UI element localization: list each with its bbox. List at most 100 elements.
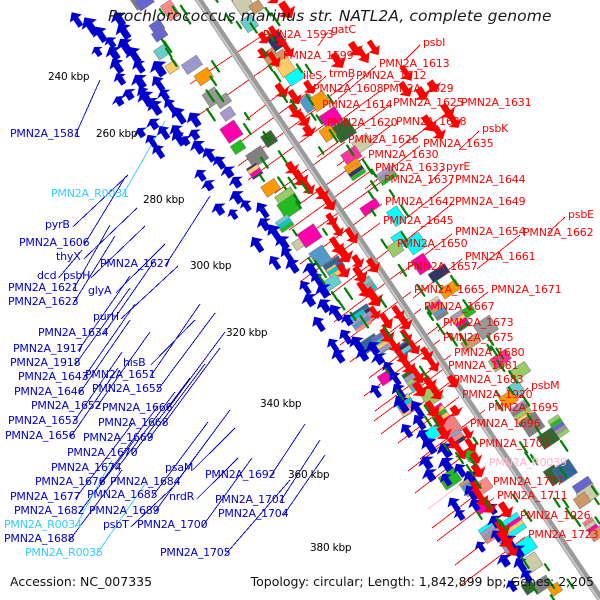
gene-label[interactable]: PMN2A_1665 bbox=[414, 283, 485, 296]
gene-label[interactable]: PMN2A_1653 bbox=[8, 414, 79, 427]
gene-label[interactable]: pyrB bbox=[45, 218, 70, 231]
gene-label[interactable]: PMN2A_1696 bbox=[470, 417, 541, 430]
gene-label[interactable]: PMN2A_1599 bbox=[283, 49, 354, 62]
gene-label[interactable]: hisB bbox=[123, 356, 146, 369]
gene-label[interactable]: PMN2A_1684 bbox=[110, 475, 181, 488]
gene-label[interactable]: PMN2A_1633 bbox=[375, 161, 446, 174]
gene-label[interactable]: PMN2A_1650 bbox=[397, 237, 468, 250]
gene-label[interactable]: PMN2A_1614 bbox=[322, 98, 393, 111]
gene-label[interactable]: PMN2A_1926 bbox=[520, 509, 591, 522]
gene-label[interactable]: PMN2A_1701 bbox=[215, 493, 286, 506]
gene-label[interactable]: PMN2A_1631 bbox=[461, 96, 532, 109]
gene-label[interactable]: PMN2A_1629 bbox=[383, 82, 454, 95]
gene-label[interactable]: PMN2A_1667 bbox=[424, 300, 495, 313]
gene-label[interactable]: PMN2A_1612 bbox=[356, 69, 427, 82]
reverse-strand-genes[interactable] bbox=[69, 12, 533, 593]
gene-label[interactable]: PMN2A_1677 bbox=[10, 490, 81, 503]
gene-label[interactable]: purH bbox=[93, 310, 119, 323]
gene-label[interactable]: PMN2A_1621 bbox=[8, 281, 79, 294]
gene-label[interactable]: PMN2A_1626 bbox=[348, 133, 419, 146]
gene-label[interactable]: PMN2A_1695 bbox=[488, 401, 559, 414]
gene-label[interactable]: PMN2A_1651 bbox=[85, 368, 156, 381]
gene-label[interactable]: gatC bbox=[331, 23, 356, 36]
gene-label[interactable]: psbE bbox=[568, 208, 594, 221]
gene-label[interactable]: PMN2A_1680 bbox=[454, 346, 525, 359]
gene-label[interactable]: PMN2A_1675 bbox=[443, 331, 514, 344]
gene-label[interactable]: PMN2A_1654 bbox=[455, 225, 526, 238]
gene-label[interactable]: thyX bbox=[56, 250, 81, 263]
gene-label[interactable]: psbK bbox=[482, 122, 509, 135]
gene-label[interactable]: PMN2A_1705 bbox=[160, 546, 231, 559]
gene-label[interactable]: PMN2A_1688 bbox=[4, 532, 75, 545]
gene-label[interactable]: PMN2A_1635 bbox=[423, 137, 494, 150]
gene-label[interactable]: PMN2A_1700 bbox=[137, 518, 208, 531]
gene-label[interactable]: PMN2A_1703 bbox=[479, 437, 550, 450]
gene-label[interactable]: psaM bbox=[165, 461, 194, 474]
gene-label[interactable]: PMN2A_1643 bbox=[18, 370, 89, 383]
gene-label[interactable]: PMN2A_1644 bbox=[455, 173, 526, 186]
gene-label[interactable]: PMN2A_1657 bbox=[407, 260, 478, 273]
gene-label[interactable]: ileS bbox=[303, 69, 323, 82]
gene-label[interactable]: PMN2A_1683 bbox=[453, 373, 524, 386]
gene-label[interactable]: PMN2A_1666 bbox=[102, 401, 173, 414]
gene-label[interactable]: PMN2A_1655 bbox=[92, 382, 163, 395]
gene-label[interactable]: PMN2A_1692 bbox=[205, 468, 276, 481]
gene-label[interactable]: PMN2A_1645 bbox=[383, 214, 454, 227]
gene-label[interactable]: PMN2A_R0034 bbox=[4, 518, 82, 531]
gene-label[interactable]: PMN2A_1669 bbox=[83, 431, 154, 444]
gene-label[interactable]: PMN2A_1630 bbox=[368, 148, 439, 161]
forward-strand-genes[interactable] bbox=[257, 0, 519, 556]
gene-label[interactable]: PMN2A_1623 bbox=[8, 295, 79, 308]
gene-label[interactable]: PMN2A_1676 bbox=[35, 475, 106, 488]
gene-label[interactable]: PMN2A_1918 bbox=[10, 356, 81, 369]
gene-label[interactable]: PMN2A_1711 bbox=[497, 489, 568, 502]
gene-label[interactable]: glyA bbox=[88, 284, 112, 297]
gene-label[interactable]: dcd bbox=[37, 269, 57, 282]
gene-label[interactable]: PMN2A_1593 bbox=[263, 28, 334, 41]
gene-label[interactable]: PMN2A_R0035 bbox=[25, 546, 103, 559]
gene-label[interactable]: psbT bbox=[103, 518, 129, 531]
gene-label[interactable]: PMN2A_1652 bbox=[31, 399, 102, 412]
gene-label[interactable]: PMN2A_1723 bbox=[528, 528, 599, 541]
gene-label[interactable]: PMN2A_1656 bbox=[5, 429, 76, 442]
gene-label[interactable]: PMN2A_1646 bbox=[14, 385, 85, 398]
gene-label[interactable]: PMN2A_1628 bbox=[396, 115, 467, 128]
gene-label[interactable]: PMN2A_1642 bbox=[385, 195, 456, 208]
gene-label[interactable]: PMN2A_1920 bbox=[462, 388, 533, 401]
gene-label[interactable]: PMN2A_R0039 bbox=[489, 456, 567, 469]
gene-label[interactable]: PMN2A_1637 bbox=[384, 173, 455, 186]
gene-label[interactable]: psbM bbox=[531, 379, 560, 392]
gene-label[interactable]: PMN2A_1681 bbox=[448, 359, 519, 372]
gene-label[interactable]: PMN2A_1606 bbox=[19, 236, 90, 249]
gene-label[interactable]: PMN2A_1671 bbox=[491, 283, 562, 296]
gene-label[interactable]: PMN2A_1685 bbox=[87, 488, 158, 501]
gene-label[interactable]: PMN2A_1627 bbox=[100, 257, 171, 270]
gene-label[interactable]: PMN2A_1620 bbox=[327, 116, 398, 129]
gene-label[interactable]: PMN2A_1682 bbox=[14, 504, 85, 517]
gene-label[interactable]: PMN2A_1707 bbox=[493, 475, 564, 488]
forward-domain-boxes[interactable] bbox=[205, 0, 600, 600]
gene-label[interactable]: PMN2A_1662 bbox=[523, 226, 594, 239]
gene-label[interactable]: PMN2A_1649 bbox=[455, 195, 526, 208]
gene-label[interactable]: PMN2A_1674 bbox=[51, 461, 122, 474]
gene-label[interactable]: PMN2A_1917 bbox=[13, 342, 84, 355]
gene-label[interactable]: trmB bbox=[329, 67, 356, 80]
gene-label[interactable]: PMN2A_1661 bbox=[465, 250, 536, 263]
gene-label[interactable]: PMN2A_R0031 bbox=[51, 187, 129, 200]
gene-label[interactable]: psbH bbox=[63, 269, 91, 282]
gene-label[interactable]: PMN2A_1625 bbox=[393, 96, 464, 109]
gene-label[interactable]: pyrE bbox=[446, 160, 471, 173]
gene-label[interactable]: PMN2A_1670 bbox=[67, 446, 138, 459]
gene-label[interactable]: nrdR bbox=[169, 490, 195, 503]
gene-label[interactable]: PMN2A_1613 bbox=[379, 57, 450, 70]
gene-label[interactable]: PMN2A_1704 bbox=[218, 507, 289, 520]
gene-label[interactable]: PMN2A_1689 bbox=[89, 504, 160, 517]
gene-label[interactable]: psbI bbox=[423, 36, 446, 49]
gene-label[interactable]: PMN2A_1634 bbox=[38, 326, 109, 339]
gene-label[interactable]: PMN2A_1608 bbox=[313, 82, 384, 95]
gene-label[interactable]: PMN2A_1668 bbox=[98, 416, 169, 429]
gene-label[interactable]: PMN2A_1581 bbox=[10, 127, 81, 140]
genome-backbone[interactable] bbox=[170, 0, 600, 600]
